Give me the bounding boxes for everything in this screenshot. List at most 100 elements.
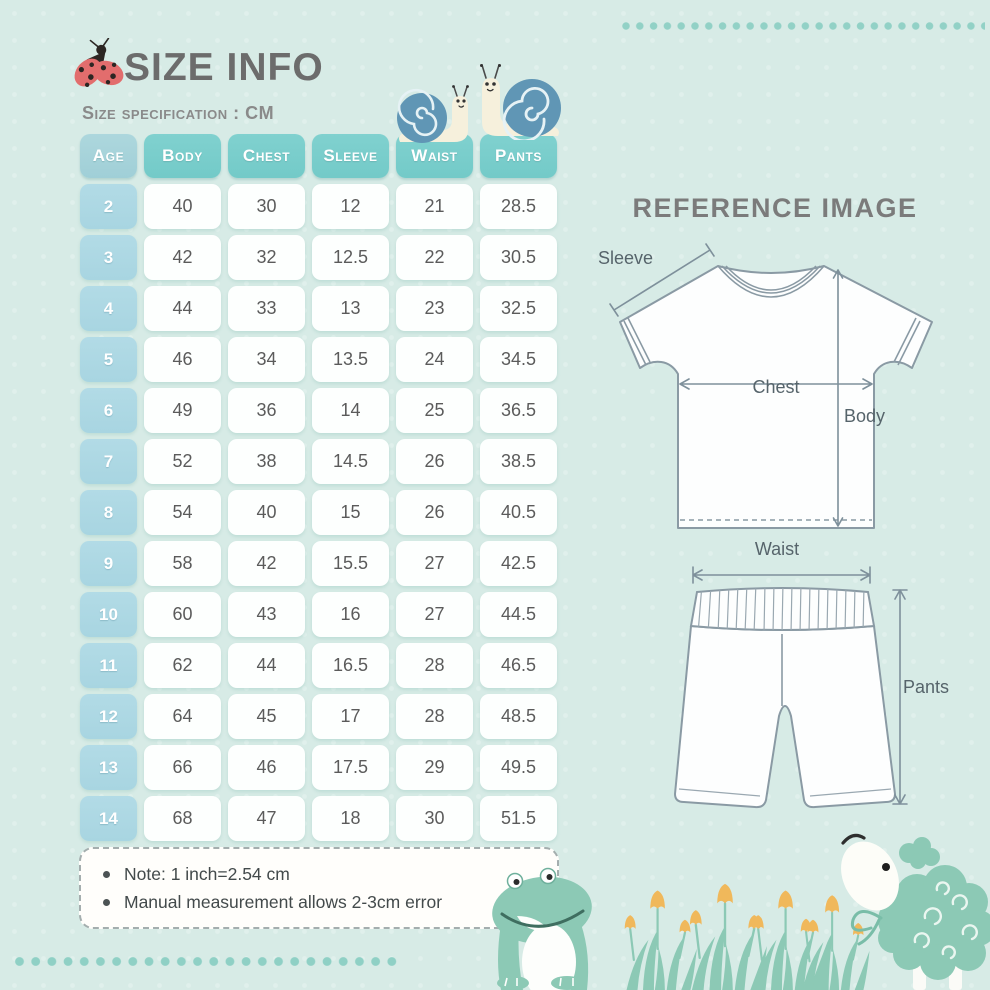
- size-value-cell: 49: [144, 388, 221, 433]
- size-value-cell: 24: [396, 337, 473, 382]
- size-value-cell: 28.5: [480, 184, 557, 229]
- size-value-cell: 62: [144, 643, 221, 688]
- sleeve-measurement-label: Sleeve: [598, 248, 654, 268]
- age-cell: 5: [80, 337, 137, 382]
- size-value-cell: 38: [228, 439, 305, 484]
- size-value-cell: 36: [228, 388, 305, 433]
- size-value-cell: 36.5: [480, 388, 557, 433]
- size-value-cell: 46.5: [480, 643, 557, 688]
- size-value-cell: 28: [396, 643, 473, 688]
- size-value-cell: 46: [144, 337, 221, 382]
- tshirt-diagram: [606, 236, 938, 549]
- size-value-cell: 26: [396, 490, 473, 535]
- column-header-pants: Pants: [480, 134, 557, 178]
- size-value-cell: 51.5: [480, 796, 557, 841]
- size-value-cell: 42.5: [480, 541, 557, 586]
- size-value-cell: 27: [396, 592, 473, 637]
- size-value-cell: 21: [396, 184, 473, 229]
- size-value-cell: 12.5: [312, 235, 389, 280]
- ladybug-icon: [68, 37, 124, 101]
- size-value-cell: 54: [144, 490, 221, 535]
- age-cell: 4: [80, 286, 137, 331]
- size-value-cell: 58: [144, 541, 221, 586]
- size-value-cell: 42: [228, 541, 305, 586]
- column-header-body: Body: [144, 134, 221, 178]
- age-cell: 13: [80, 745, 137, 790]
- age-cell: 9: [80, 541, 137, 586]
- dotted-line-decoration-top: [621, 21, 985, 31]
- size-value-cell: 13: [312, 286, 389, 331]
- size-value-cell: 44.5: [480, 592, 557, 637]
- size-value-cell: 47: [228, 796, 305, 841]
- size-value-cell: 17.5: [312, 745, 389, 790]
- size-value-cell: 15: [312, 490, 389, 535]
- note-box: Note: 1 inch=2.54 cm Manual measurement a…: [79, 847, 559, 929]
- pants-measurement-label: Pants: [903, 677, 950, 697]
- column-header-chest: Chest: [228, 134, 305, 178]
- size-value-cell: 33: [228, 286, 305, 331]
- body-measurement-label: Body: [844, 406, 886, 426]
- size-value-cell: 46: [228, 745, 305, 790]
- size-value-cell: 23: [396, 286, 473, 331]
- page-title: SIZE INFO: [124, 46, 324, 89]
- size-table: Age Body Chest Sleeve Waist Pants 2 40 30 12 21 28.…: [80, 134, 557, 841]
- size-specification-subtitle: Size specification : CM: [82, 103, 275, 123]
- size-value-cell: 49.5: [480, 745, 557, 790]
- size-value-cell: 30: [228, 184, 305, 229]
- column-header-age: Age: [80, 134, 137, 178]
- age-cell: 3: [80, 235, 137, 280]
- notes-list: Note: 1 inch=2.54 cm Manual measurement a…: [95, 860, 549, 916]
- chest-measurement-label: Chest: [752, 377, 800, 397]
- reference-image-title: REFERENCE IMAGE: [632, 193, 918, 223]
- size-value-cell: 44: [144, 286, 221, 331]
- size-value-cell: 60: [144, 592, 221, 637]
- size-value-cell: 40: [228, 490, 305, 535]
- size-value-cell: 28: [396, 694, 473, 739]
- size-value-cell: 13.5: [312, 337, 389, 382]
- size-value-cell: 26: [396, 439, 473, 484]
- size-value-cell: 18: [312, 796, 389, 841]
- size-value-cell: 22: [396, 235, 473, 280]
- size-value-cell: 42: [144, 235, 221, 280]
- sheep-icon: [825, 826, 990, 990]
- note-item: Manual measurement allows 2-3cm error: [95, 888, 549, 916]
- size-value-cell: 14: [312, 388, 389, 433]
- age-cell: 14: [80, 796, 137, 841]
- age-cell: 11: [80, 643, 137, 688]
- frog-icon: [487, 864, 599, 990]
- snail-icon-large: [472, 64, 564, 145]
- size-value-cell: 16.5: [312, 643, 389, 688]
- size-value-cell: 52: [144, 439, 221, 484]
- size-value-cell: 34.5: [480, 337, 557, 382]
- size-value-cell: 48.5: [480, 694, 557, 739]
- column-header-sleeve: Sleeve: [312, 134, 389, 178]
- size-value-cell: 66: [144, 745, 221, 790]
- size-value-cell: 30: [396, 796, 473, 841]
- size-value-cell: 64: [144, 694, 221, 739]
- size-value-cell: 12: [312, 184, 389, 229]
- size-value-cell: 68: [144, 796, 221, 841]
- size-value-cell: 17: [312, 694, 389, 739]
- size-value-cell: 34: [228, 337, 305, 382]
- age-cell: 8: [80, 490, 137, 535]
- age-cell: 7: [80, 439, 137, 484]
- age-cell: 12: [80, 694, 137, 739]
- shorts-diagram: [660, 556, 910, 821]
- size-value-cell: 15.5: [312, 541, 389, 586]
- age-cell: 10: [80, 592, 137, 637]
- dotted-line-decoration-bottom: [14, 956, 402, 968]
- size-value-cell: 25: [396, 388, 473, 433]
- size-value-cell: 45: [228, 694, 305, 739]
- size-value-cell: 32.5: [480, 286, 557, 331]
- size-value-cell: 38.5: [480, 439, 557, 484]
- age-cell: 2: [80, 184, 137, 229]
- size-value-cell: 30.5: [480, 235, 557, 280]
- size-value-cell: 32: [228, 235, 305, 280]
- size-value-cell: 40.5: [480, 490, 557, 535]
- size-value-cell: 27: [396, 541, 473, 586]
- size-value-cell: 29: [396, 745, 473, 790]
- size-value-cell: 43: [228, 592, 305, 637]
- size-value-cell: 16: [312, 592, 389, 637]
- snail-icon-small: [394, 84, 474, 151]
